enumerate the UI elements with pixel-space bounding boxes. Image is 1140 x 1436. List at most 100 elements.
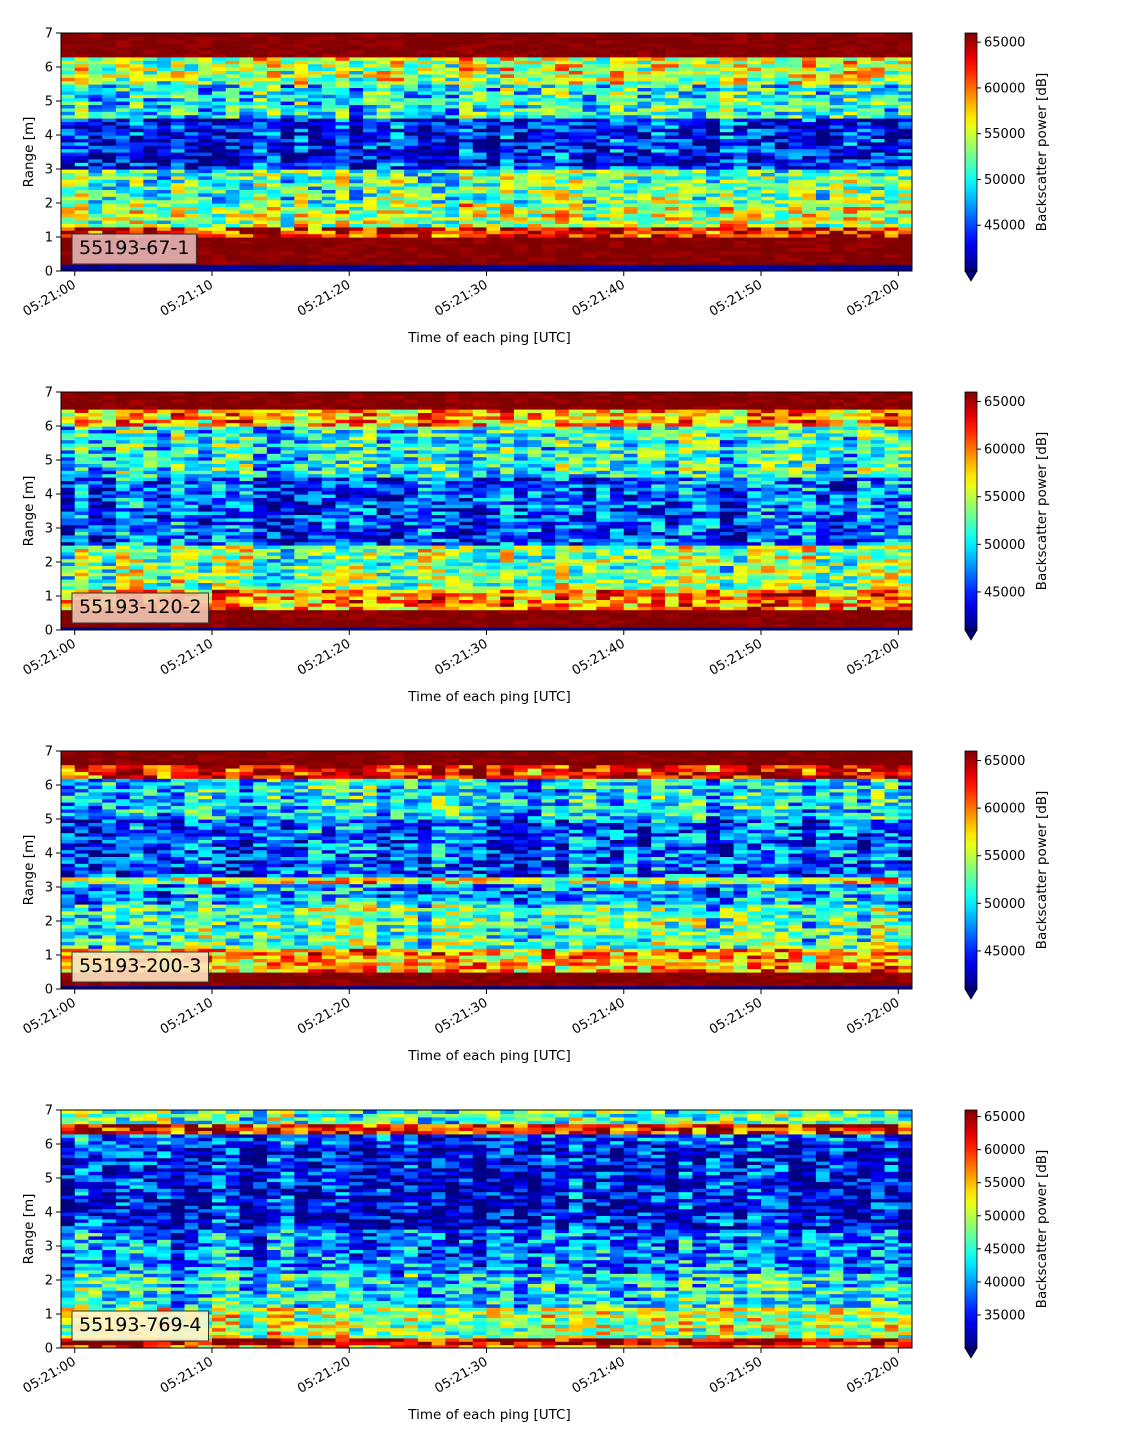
heatmap-cell xyxy=(500,206,515,211)
heatmap-cell xyxy=(417,206,433,211)
heatmap-cell xyxy=(349,199,364,204)
heatmap-cell xyxy=(788,111,803,116)
heatmap-cell xyxy=(143,175,158,180)
heatmap-cell xyxy=(898,39,912,44)
heatmap-cell xyxy=(198,39,213,44)
heatmap-cell xyxy=(706,43,721,48)
heatmap-cell xyxy=(115,419,131,424)
heatmap-cell xyxy=(788,70,803,75)
heatmap-cell xyxy=(170,524,186,529)
heatmap-cell xyxy=(74,473,90,478)
heatmap-cell xyxy=(74,579,90,583)
heatmap-cell xyxy=(294,87,309,92)
heatmap-cell xyxy=(74,165,90,170)
heatmap-cell xyxy=(157,480,172,485)
heatmap-cell xyxy=(829,206,844,211)
heatmap-cell xyxy=(253,182,268,187)
heatmap-cell xyxy=(376,162,392,167)
heatmap-cell xyxy=(157,402,172,407)
heatmap-cell xyxy=(349,196,364,201)
heatmap-cell xyxy=(211,247,227,252)
heatmap-cell xyxy=(541,260,556,265)
heatmap-cell xyxy=(143,572,158,577)
heatmap-cell xyxy=(678,254,693,258)
heatmap-cell xyxy=(843,172,858,177)
heatmap-cell xyxy=(445,135,460,139)
heatmap-cell xyxy=(431,128,446,133)
heatmap-cell xyxy=(747,73,762,78)
heatmap-cell xyxy=(239,247,254,252)
heatmap-cell xyxy=(115,565,131,570)
heatmap-cell xyxy=(884,192,899,197)
heatmap-cell xyxy=(761,138,776,143)
heatmap-cell xyxy=(61,199,76,204)
heatmap-cell xyxy=(404,189,419,194)
heatmap-cell xyxy=(102,192,117,197)
heatmap-cell xyxy=(610,131,625,136)
heatmap-cell xyxy=(623,179,639,184)
heatmap-cell xyxy=(651,39,666,44)
heatmap-cell xyxy=(321,124,337,129)
heatmap-cell xyxy=(486,87,501,92)
heatmap-cell xyxy=(555,121,570,126)
heatmap-cell xyxy=(88,33,103,37)
heatmap-cell xyxy=(692,145,707,150)
heatmap-cell xyxy=(61,426,76,430)
heatmap-cell xyxy=(472,141,488,146)
heatmap-cell xyxy=(802,209,817,214)
heatmap-cell xyxy=(527,135,543,139)
heatmap-cell xyxy=(623,124,639,129)
heatmap-cell xyxy=(829,175,844,180)
heatmap-cell xyxy=(417,36,433,41)
heatmap-cell xyxy=(349,254,364,258)
heatmap-cell xyxy=(870,189,886,194)
heatmap-cell xyxy=(239,39,254,44)
heatmap-cell xyxy=(733,169,748,173)
heatmap-cell xyxy=(774,114,790,119)
heatmap-cell xyxy=(568,243,584,248)
heatmap-cell xyxy=(335,118,350,122)
heatmap-cell xyxy=(815,46,831,51)
heatmap-cell xyxy=(253,162,268,167)
heatmap-cell xyxy=(459,84,474,88)
heatmap-cell xyxy=(308,53,323,58)
heatmap-cell xyxy=(184,121,199,126)
heatmap-cell xyxy=(637,260,652,265)
heatmap-cell xyxy=(870,260,886,265)
heatmap-cell xyxy=(198,220,213,224)
heatmap-cell xyxy=(308,97,323,102)
heatmap-cell xyxy=(321,131,337,136)
heatmap-cell xyxy=(362,114,378,119)
heatmap-cell xyxy=(321,216,337,221)
heatmap-cell xyxy=(719,169,735,173)
heatmap-cell xyxy=(761,43,776,48)
heatmap-cell xyxy=(61,398,76,403)
heatmap-cell xyxy=(253,203,268,207)
heatmap-cell xyxy=(761,243,776,248)
heatmap-cell xyxy=(884,199,899,204)
heatmap-cell xyxy=(472,39,488,44)
heatmap-cell xyxy=(555,39,570,44)
heatmap-cell xyxy=(102,511,117,515)
heatmap-cell xyxy=(225,250,241,255)
heatmap-cell xyxy=(294,128,309,133)
heatmap-cell xyxy=(211,50,227,54)
heatmap-cell xyxy=(390,213,405,218)
heatmap-cell xyxy=(431,124,446,129)
heatmap-cell xyxy=(692,175,707,180)
heatmap-cell xyxy=(582,264,597,269)
heatmap-cell xyxy=(747,87,762,92)
heatmap-cell xyxy=(102,216,117,221)
heatmap-cell xyxy=(129,148,144,153)
heatmap-cell xyxy=(211,206,227,211)
heatmap-cell xyxy=(472,111,488,116)
heatmap-cell xyxy=(568,118,584,122)
panel-tag-label: 55193-67-1 xyxy=(79,237,189,259)
heatmap-cell xyxy=(390,36,405,41)
heatmap-cell xyxy=(294,73,309,78)
heatmap-cell xyxy=(129,480,144,485)
heatmap-cell xyxy=(637,148,652,153)
heatmap-cell xyxy=(74,562,90,566)
heatmap-cell xyxy=(376,182,392,187)
heatmap-cell xyxy=(61,264,76,269)
